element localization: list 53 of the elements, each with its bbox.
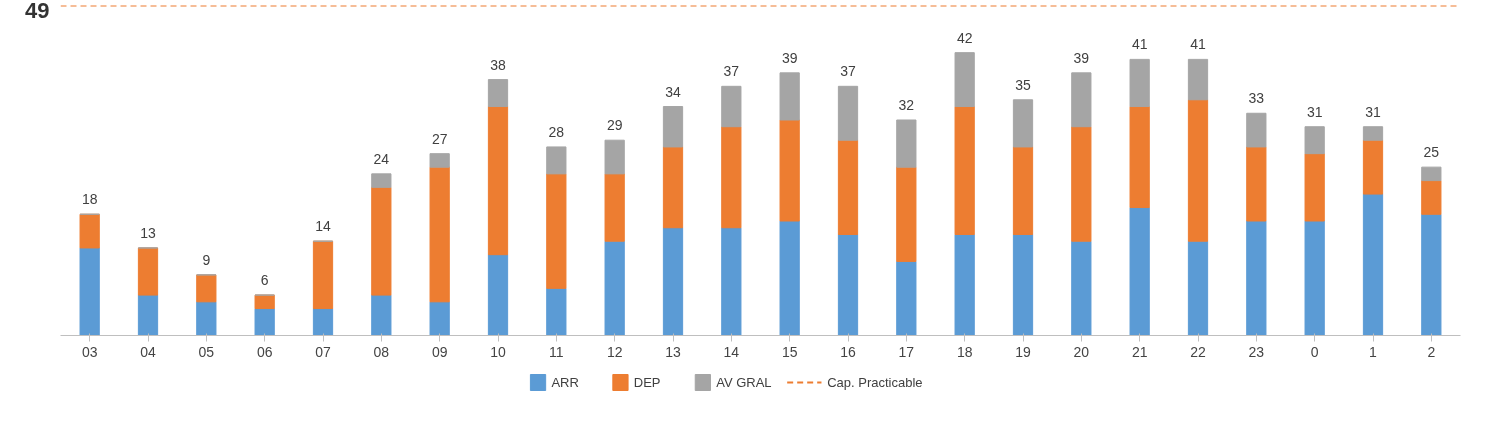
x-tick-label: 05 [198, 343, 215, 360]
x-tick-label: 23 [1248, 343, 1265, 360]
total-label: 28 [548, 123, 565, 140]
x-tick-label: 12 [606, 343, 623, 360]
x-tick-label: 20 [1073, 343, 1090, 360]
x-tick-label: 08 [373, 343, 390, 360]
total-label: 14 [315, 218, 331, 235]
total-label: 9 [202, 251, 211, 268]
total-label: 39 [1073, 49, 1090, 66]
x-tick-label: 09 [431, 343, 448, 360]
x-tick-label: 13 [665, 343, 681, 360]
legend-label: AV GRAL [716, 375, 772, 390]
total-label: 38 [490, 56, 506, 73]
x-tick-label: 17 [898, 343, 915, 360]
y-tick-label: 49 [25, 0, 50, 23]
total-label: 31 [1306, 103, 1323, 120]
legend-label: DEP [633, 375, 661, 390]
total-label: 18 [81, 191, 98, 208]
total-label: 42 [956, 29, 973, 46]
total-label: 37 [840, 63, 856, 80]
total-label: 24 [373, 150, 390, 167]
x-tick-label: 15 [781, 343, 798, 360]
x-tick-label: 11 [549, 343, 564, 360]
x-tick-label: 06 [256, 343, 273, 360]
x-tick-label: 18 [956, 343, 973, 360]
x-tick-label: 19 [1015, 343, 1031, 360]
total-label: 37 [723, 63, 740, 80]
total-label: 35 [1015, 76, 1031, 93]
total-label: 41 [1190, 36, 1206, 53]
total-label: 41 [1131, 36, 1148, 53]
total-label: 13 [140, 224, 156, 241]
total-label: 31 [1365, 103, 1381, 120]
total-label: 25 [1423, 144, 1440, 161]
total-label: 33 [1248, 90, 1265, 107]
x-tick-label: 21 [1131, 343, 1148, 360]
x-tick-label: 1 [1369, 343, 1378, 360]
legend-label: Cap. Practicable [827, 375, 923, 390]
total-label: 6 [260, 272, 269, 289]
total-label: 34 [665, 83, 681, 100]
x-tick-label: 14 [723, 343, 740, 360]
x-tick-label: 10 [490, 343, 506, 360]
x-tick-label: 04 [140, 343, 156, 360]
total-label: 29 [606, 117, 623, 134]
total-label: 27 [431, 130, 448, 147]
x-tick-label: 16 [840, 343, 856, 360]
total-label: 39 [781, 49, 798, 66]
x-tick-label: 22 [1190, 343, 1206, 360]
total-label: 32 [898, 96, 915, 113]
legend-label: ARR [551, 375, 579, 390]
x-tick-label: 0 [1310, 343, 1319, 360]
x-tick-label: 03 [81, 343, 98, 360]
x-tick-label: 07 [315, 343, 331, 360]
x-tick-label: 2 [1427, 343, 1436, 360]
